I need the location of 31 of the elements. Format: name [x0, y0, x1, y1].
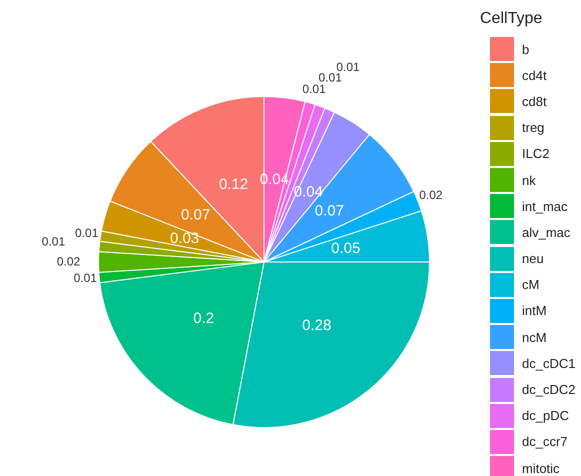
legend-label: ILC2: [522, 146, 550, 162]
legend-label: intM: [522, 303, 547, 318]
data-label: 0.2: [193, 310, 214, 327]
data-label: 0.01: [42, 234, 66, 248]
legend-label: dc_ccr7: [522, 434, 568, 450]
data-label: 0.05: [331, 240, 360, 258]
data-label: 0.01: [74, 271, 98, 286]
legend-label: mitotic: [522, 460, 560, 476]
legend-label: dc_pDC: [522, 408, 569, 424]
legend-title: CellType: [480, 10, 544, 28]
legend-label: nk: [522, 172, 536, 188]
legend-label: b: [522, 42, 530, 57]
data-label: 0.28: [302, 316, 332, 334]
legend-label: int_mac: [522, 198, 568, 214]
legend-label: treg: [522, 120, 544, 136]
legend-label: dc_cDC2: [522, 382, 576, 398]
data-label: 0.07: [314, 202, 344, 220]
data-label: 0.01: [75, 226, 99, 240]
data-label: 0.03: [170, 230, 200, 248]
legend-label: cM: [522, 277, 540, 292]
data-label: 0.12: [218, 176, 248, 194]
legend-label: neu: [522, 251, 544, 266]
data-label: 0.01: [302, 82, 326, 96]
data-label: 0.07: [180, 206, 210, 224]
legend-label: dc_cDC1: [522, 356, 576, 371]
data-label: 0.02: [419, 188, 443, 202]
data-label: 0.02: [56, 254, 80, 268]
legend-label: cd8t: [522, 94, 547, 109]
legend-label: cd4t: [522, 68, 547, 83]
legend-label: alv_mac: [522, 224, 570, 240]
legend-label: ncM: [522, 330, 547, 345]
